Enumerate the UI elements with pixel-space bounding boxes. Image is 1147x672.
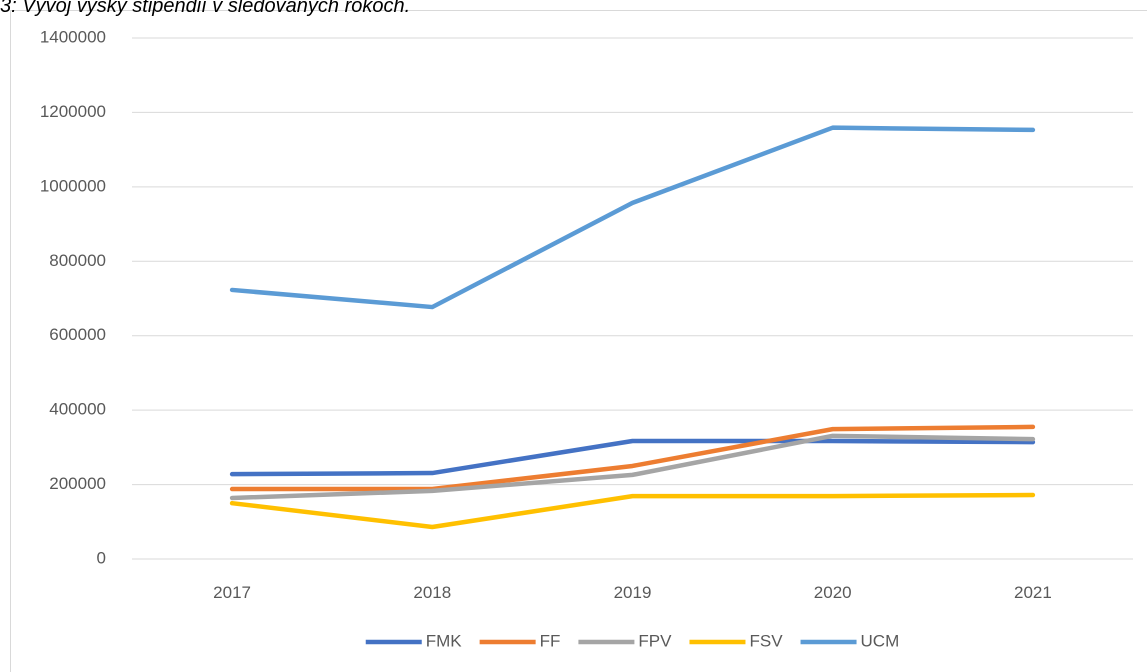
legend-label: FSV (749, 631, 783, 650)
y-tick-label: 0 (97, 548, 106, 567)
y-tick-label: 400000 (49, 400, 106, 419)
legend-label: UCM (861, 631, 900, 650)
series-line (229, 424, 1036, 492)
chart-frame (10, 10, 1147, 672)
legend-label: FF (540, 631, 561, 650)
x-tick-label: 2020 (814, 583, 852, 602)
x-tick-label: 2018 (413, 583, 451, 602)
chart-title: 3: Vývoj výšky štipendií v sledovaných r… (0, 0, 410, 17)
y-tick-label: 1400000 (40, 27, 106, 46)
series-line (229, 438, 1036, 477)
legend-label: FMK (426, 631, 463, 650)
y-tick-label: 200000 (49, 474, 106, 493)
y-tick-label: 1200000 (40, 102, 106, 121)
y-tick-label: 1000000 (40, 176, 106, 195)
series-line (229, 433, 1036, 501)
series-line (229, 125, 1036, 310)
legend-label: FPV (638, 631, 672, 650)
x-tick-label: 2021 (1014, 583, 1052, 602)
series-line (229, 492, 1036, 530)
y-tick-label: 800000 (49, 251, 106, 270)
y-tick-label: 600000 (49, 325, 106, 344)
x-tick-label: 2017 (213, 583, 251, 602)
x-tick-label: 2019 (614, 583, 652, 602)
